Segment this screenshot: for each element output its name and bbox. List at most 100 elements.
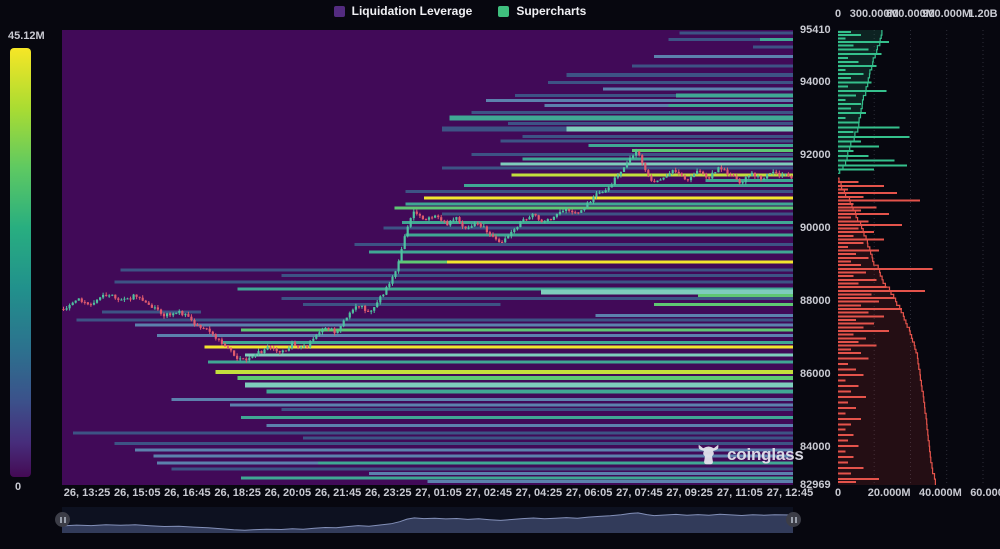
liquidation-band xyxy=(679,31,793,35)
legend-label: Liquidation Leverage xyxy=(351,4,473,18)
price-tick-label: 95410 xyxy=(800,24,831,36)
liquidation-band xyxy=(237,375,793,380)
liquidation-band xyxy=(383,226,793,230)
coinglass-watermark-text: coinglass xyxy=(727,444,804,464)
time-tick-label: 27, 12:45 xyxy=(766,487,814,499)
time-tick-label: 27, 04:25 xyxy=(515,487,563,499)
liquidation-band xyxy=(522,134,793,138)
liquidation-band xyxy=(602,87,793,91)
liquidation-band xyxy=(266,423,793,427)
time-tick-label: 26, 13:25 xyxy=(63,487,111,499)
liquidation-band xyxy=(317,461,793,465)
colorbar-min-label: 0 xyxy=(15,481,22,493)
navigator-price-line xyxy=(62,512,793,531)
navigator-handle-right[interactable] xyxy=(786,512,801,527)
liquidation-band xyxy=(654,303,793,307)
price-tick-label: 88000 xyxy=(800,295,831,307)
liquidation-band xyxy=(76,318,793,322)
navigator-handle-left[interactable] xyxy=(55,512,70,527)
liquidation-band xyxy=(230,403,793,407)
liquidation-band xyxy=(215,370,793,374)
liquidation-band xyxy=(153,454,793,458)
liquidation-band xyxy=(120,268,793,272)
liquidation-band xyxy=(281,296,793,300)
liquidation-band xyxy=(369,250,793,254)
liquidation-band xyxy=(369,472,793,476)
legend-item-liquidation-leverage[interactable]: Liquidation Leverage xyxy=(333,4,473,18)
liquidation-band xyxy=(266,389,793,394)
depth-bottom-tick-label: 0 xyxy=(834,487,842,499)
liquidation-band xyxy=(500,162,793,166)
liquidation-band xyxy=(447,260,793,264)
colorbar-gradient xyxy=(10,48,31,477)
price-tick-label: 82969 xyxy=(800,479,831,491)
liquidation-band xyxy=(515,94,793,97)
ask-liquidation-bars xyxy=(838,31,910,171)
time-tick-label: 26, 15:05 xyxy=(113,487,161,499)
liquidation-band xyxy=(281,273,793,277)
liquidation-band xyxy=(486,99,793,103)
liquidation-band xyxy=(522,157,793,161)
price-tick-label: 94000 xyxy=(800,75,831,88)
price-tick-label: 92000 xyxy=(800,148,831,161)
liquidation-band xyxy=(244,353,793,357)
legend-swatch-green xyxy=(498,5,510,17)
liquidation-band xyxy=(548,80,793,84)
liquidation-band xyxy=(654,55,793,59)
liquidation-band xyxy=(281,407,793,411)
chart-legend: Liquidation Leverage Supercharts xyxy=(150,4,770,18)
depth-top-tick-label: 1.20B xyxy=(968,8,998,20)
liquidation-band xyxy=(442,212,793,216)
liquidation-band xyxy=(427,480,793,484)
liquidation-band xyxy=(507,122,793,126)
liquidation-band xyxy=(241,328,793,332)
liquidation-band xyxy=(566,126,793,132)
time-tick-label: 27, 09:25 xyxy=(666,487,713,499)
liquidation-band xyxy=(698,294,793,297)
liquidation-band xyxy=(423,196,793,200)
liquidation-band xyxy=(237,287,793,291)
liquidation-band xyxy=(171,398,793,402)
liquidation-band xyxy=(668,38,793,41)
liquidation-band xyxy=(204,345,793,349)
liquidation-band xyxy=(102,310,201,314)
bid-cumulative-line xyxy=(838,177,936,485)
liquidation-band xyxy=(595,314,793,318)
liquidation-band xyxy=(303,303,501,307)
liquidation-band xyxy=(354,242,793,246)
liquidation-band xyxy=(244,382,793,388)
legend-swatch-purple xyxy=(333,5,345,17)
heatmap-bands-layer xyxy=(73,31,793,484)
liquidation-band xyxy=(668,104,793,108)
navigator-area-fill xyxy=(62,512,793,533)
time-tick-label: 26, 20:05 xyxy=(264,487,312,499)
liquidation-band xyxy=(442,166,793,170)
liquidation-band xyxy=(241,415,793,419)
liquidation-band xyxy=(135,323,793,327)
colorbar-max-label: 45.12M xyxy=(8,30,45,42)
time-tick-label: 27, 06:05 xyxy=(565,487,613,499)
liquidation-band xyxy=(705,178,793,182)
liquidation-band xyxy=(73,431,793,435)
time-tick-label: 26, 23:25 xyxy=(365,487,412,499)
legend-item-supercharts[interactable]: Supercharts xyxy=(498,4,586,18)
liquidation-band xyxy=(222,341,793,345)
coinglass-bull-icon xyxy=(698,444,719,465)
time-tick-label: 26, 16:45 xyxy=(164,487,211,499)
ask-cumulative-line xyxy=(838,30,883,174)
liquidation-band xyxy=(566,73,793,77)
liquidation-band xyxy=(760,38,793,41)
liquidation-band xyxy=(208,360,793,364)
liquidation-heatmap-canvas[interactable] xyxy=(62,30,793,485)
depth-top-tick-label: 600.000M xyxy=(886,8,935,20)
navigator-area[interactable] xyxy=(62,507,793,533)
liquidation-band xyxy=(157,461,318,465)
liquidation-band xyxy=(540,289,793,295)
liquidation-band xyxy=(114,280,793,284)
liquidation-band xyxy=(405,202,793,206)
liquidation-band xyxy=(471,111,793,115)
liquidation-band xyxy=(171,467,793,471)
candlestick-layer xyxy=(62,148,793,363)
liquidation-depth-panel xyxy=(838,30,984,485)
